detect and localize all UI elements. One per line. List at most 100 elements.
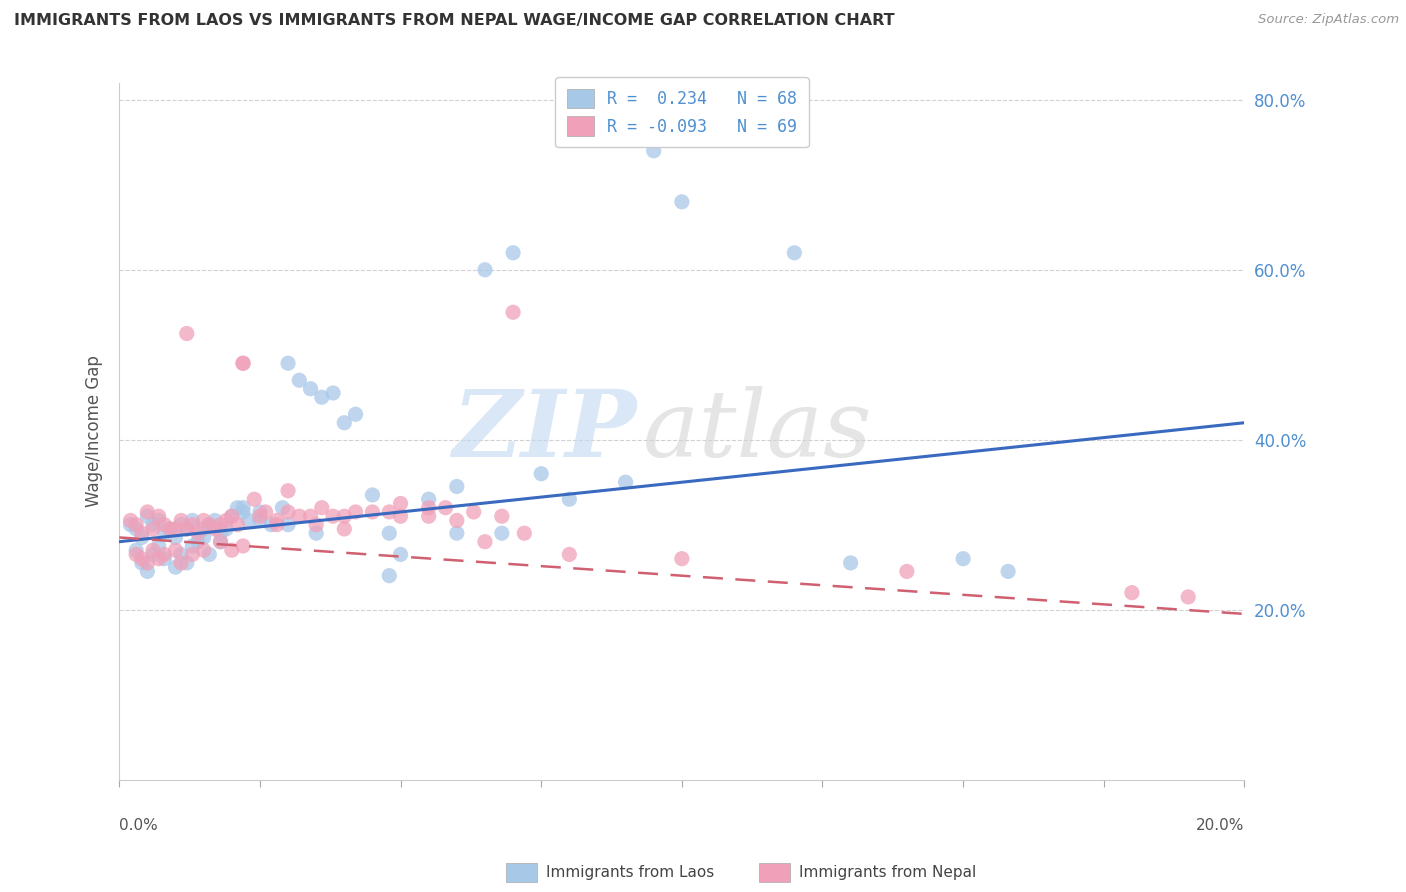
Legend: R =  0.234   N = 68, R = -0.093   N = 69: R = 0.234 N = 68, R = -0.093 N = 69 [555, 78, 808, 147]
Point [839, 556, 862, 570]
Point [277, 505, 299, 519]
Point [148, 539, 170, 553]
Point [266, 513, 288, 527]
Point [193, 543, 215, 558]
Point [232, 505, 254, 519]
Point [271, 500, 294, 515]
Point [232, 539, 254, 553]
Point [209, 517, 232, 532]
Point [170, 548, 193, 562]
Point [153, 548, 176, 562]
Point [142, 543, 165, 558]
Point [181, 548, 204, 562]
Point [333, 509, 356, 524]
Text: 0.0%: 0.0% [120, 818, 157, 833]
Point [159, 522, 181, 536]
Point [125, 517, 148, 532]
Point [165, 543, 187, 558]
Point [260, 517, 283, 532]
Point [215, 513, 238, 527]
Point [389, 548, 412, 562]
Point [311, 390, 333, 404]
Point [389, 509, 412, 524]
Point [249, 505, 271, 519]
Point [614, 475, 637, 490]
Point [277, 483, 299, 498]
Point [148, 551, 170, 566]
Point [491, 509, 513, 524]
Point [209, 534, 232, 549]
Point [136, 565, 159, 579]
Point [136, 556, 159, 570]
Point [131, 551, 153, 566]
Text: Immigrants from Laos: Immigrants from Laos [546, 865, 714, 880]
Point [446, 479, 468, 493]
Point [361, 505, 384, 519]
Point [159, 522, 181, 536]
Point [131, 526, 153, 541]
Point [209, 534, 232, 549]
Point [277, 517, 299, 532]
Point [361, 488, 384, 502]
Point [232, 356, 254, 370]
Point [120, 517, 142, 532]
Text: atlas: atlas [643, 386, 872, 476]
Point [136, 505, 159, 519]
Point [418, 509, 440, 524]
Point [322, 386, 344, 401]
Point [243, 492, 266, 507]
Point [165, 522, 187, 536]
Point [266, 517, 288, 532]
Point [474, 534, 496, 549]
Point [502, 245, 524, 260]
Point [513, 526, 536, 541]
Point [311, 500, 333, 515]
Point [198, 517, 221, 532]
Point [142, 522, 165, 536]
Point [896, 565, 918, 579]
Point [446, 526, 468, 541]
Point [170, 556, 193, 570]
Point [226, 517, 249, 532]
Point [232, 500, 254, 515]
Point [181, 517, 204, 532]
Point [558, 548, 581, 562]
Point [378, 568, 401, 582]
Text: 20.0%: 20.0% [1197, 818, 1244, 833]
Point [299, 509, 322, 524]
Point [193, 531, 215, 545]
Point [221, 509, 243, 524]
Point [153, 526, 176, 541]
Point [344, 407, 367, 421]
Point [418, 492, 440, 507]
Point [299, 382, 322, 396]
Point [277, 356, 299, 370]
Point [474, 262, 496, 277]
Point [288, 373, 311, 387]
Point [491, 526, 513, 541]
Point [232, 356, 254, 370]
Point [463, 505, 485, 519]
Point [148, 509, 170, 524]
Point [221, 509, 243, 524]
Point [193, 513, 215, 527]
Point [434, 500, 457, 515]
Point [671, 551, 693, 566]
Point [226, 500, 249, 515]
Point [125, 548, 148, 562]
Point [389, 496, 412, 510]
Point [305, 526, 328, 541]
Point [176, 556, 198, 570]
Point [131, 556, 153, 570]
Point [1121, 585, 1143, 599]
Point [142, 517, 165, 532]
Point [176, 326, 198, 341]
Point [238, 513, 260, 527]
Point [193, 522, 215, 536]
Point [165, 560, 187, 574]
Text: ZIP: ZIP [453, 386, 637, 476]
Point [333, 522, 356, 536]
Point [558, 492, 581, 507]
Point [120, 513, 142, 527]
Point [125, 522, 148, 536]
